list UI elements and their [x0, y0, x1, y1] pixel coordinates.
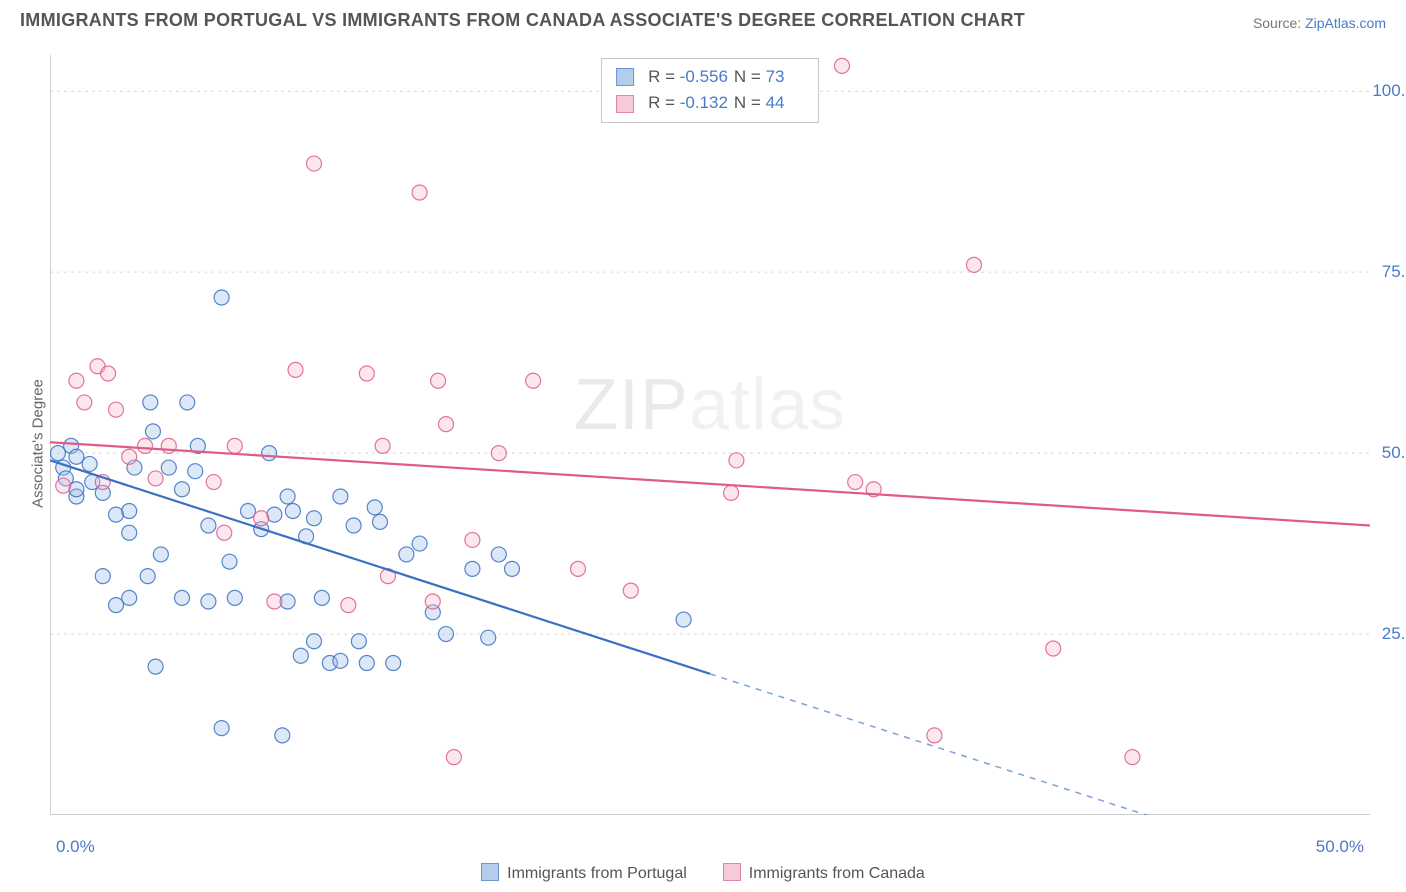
y-axis-label: Associate's Degree: [30, 379, 47, 508]
y-tick-label: 75.0%: [1382, 262, 1406, 282]
y-tick-label: 100.0%: [1372, 81, 1406, 101]
x-axis-labels: 0.0% 50.0%: [50, 837, 1370, 857]
legend-swatch: [723, 863, 741, 881]
legend-row: R = -0.132N = 44: [616, 90, 804, 116]
chart-header: IMMIGRANTS FROM PORTUGAL VS IMMIGRANTS F…: [0, 0, 1406, 37]
legend-swatch: [481, 863, 499, 881]
series-legend: Immigrants from Portugal Immigrants from …: [0, 863, 1406, 883]
scatter-plot: [50, 55, 1370, 815]
source-link[interactable]: ZipAtlas.com: [1305, 15, 1386, 31]
legend-swatch: [616, 95, 634, 113]
stats-legend: R = -0.556N = 73R = -0.132N = 44: [601, 58, 819, 123]
series-legend-item: Immigrants from Portugal: [481, 865, 687, 882]
chart-area: Associate's Degree ZIPatlas R = -0.556N …: [50, 55, 1370, 815]
series-legend-item: Immigrants from Canada: [723, 865, 925, 882]
source-attribution: Source: ZipAtlas.com: [1253, 15, 1386, 31]
x-tick-max: 50.0%: [1316, 837, 1364, 857]
y-tick-label: 50.0%: [1382, 443, 1406, 463]
x-tick-min: 0.0%: [56, 837, 95, 857]
legend-row: R = -0.556N = 73: [616, 64, 804, 90]
chart-title: IMMIGRANTS FROM PORTUGAL VS IMMIGRANTS F…: [20, 10, 1025, 31]
y-tick-label: 25.0%: [1382, 624, 1406, 644]
legend-swatch: [616, 68, 634, 86]
